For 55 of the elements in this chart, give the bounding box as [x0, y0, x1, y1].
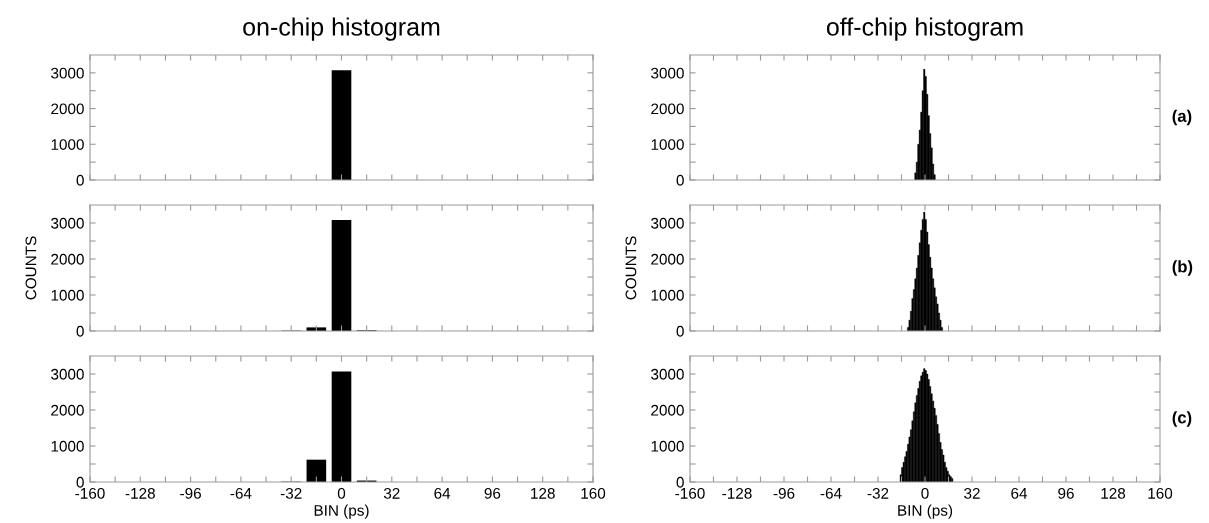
x-tick-label: -32: [280, 487, 302, 499]
x-tick-label: -64: [230, 487, 252, 499]
y-tick-label: 2000: [51, 404, 84, 416]
x-tick-label: -64: [820, 487, 842, 499]
y-tick-label: 0: [76, 174, 84, 186]
x-tick-label: 0: [337, 487, 346, 499]
text: (a): [1172, 109, 1192, 126]
x-tick-label: -96: [180, 487, 201, 499]
x-tick-label: 160: [581, 487, 606, 499]
y-tick-label: 0: [676, 476, 684, 488]
y-tick-label: 0: [676, 325, 684, 337]
x-tick-label: 160: [1148, 487, 1173, 499]
x-tick-label: -32: [867, 487, 889, 499]
x-tick-label: 128: [531, 487, 555, 499]
x-axis-title: BIN (ps): [898, 504, 953, 519]
x-tick-label: -128: [722, 487, 752, 499]
y-tick-label: 0: [76, 325, 84, 337]
x-tick-label: 0: [921, 487, 929, 499]
x-tick-label: 32: [964, 487, 980, 499]
y-tick-label: 3000: [51, 67, 84, 79]
x-tick-label: -160: [675, 487, 705, 499]
y-axis-title: COUNTS: [625, 236, 637, 300]
y-tick-label: 3000: [651, 67, 684, 79]
x-tick-label: 128: [1101, 487, 1126, 499]
y-tick-label: 1000: [51, 440, 84, 452]
y-tick-label: 1000: [51, 139, 84, 150]
y-tick-label: 2000: [51, 103, 84, 115]
chart-title: on-chip histogram: [243, 17, 440, 41]
x-tick-label: -160: [75, 487, 105, 499]
y-tick-label: 1000: [51, 289, 84, 301]
y-tick-label: 1000: [651, 289, 684, 301]
y-tick-label: 3000: [51, 217, 84, 229]
y-tick-label: 2000: [651, 404, 684, 416]
y-tick-label: 3000: [651, 217, 684, 229]
y-tick-label: 3000: [51, 368, 84, 380]
x-tick-label: 96: [1058, 487, 1074, 499]
text: (b): [1172, 260, 1193, 276]
x-tick-label: 64: [1011, 487, 1028, 499]
x-tick-label: 96: [484, 487, 501, 499]
x-tick-label: -128: [125, 487, 155, 499]
y-tick-label: 2000: [651, 103, 684, 115]
x-axis-title: BIN (ps): [314, 504, 369, 519]
y-tick-label: 3000: [651, 368, 684, 380]
y-tick-label: 2000: [51, 253, 84, 265]
y-tick-label: 0: [76, 476, 84, 488]
y-tick-label: 1000: [651, 139, 684, 150]
x-tick-label: 64: [434, 487, 451, 499]
y-axis-title: COUNTS: [25, 236, 37, 300]
x-tick-label: -96: [773, 487, 795, 499]
text: (c): [1172, 411, 1192, 427]
chart-title: off-chip histogram: [826, 17, 1023, 41]
x-tick-label: 32: [383, 487, 400, 499]
y-tick-label: 2000: [651, 253, 684, 265]
y-tick-label: 1000: [651, 440, 684, 452]
y-tick-label: 0: [676, 174, 684, 186]
